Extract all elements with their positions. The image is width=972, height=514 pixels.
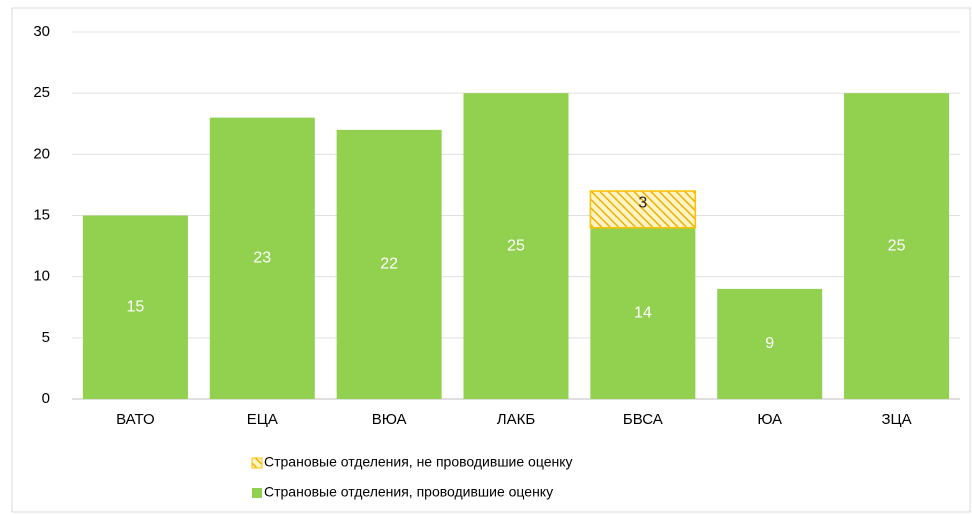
data-label: 23 [253,250,271,267]
x-tick-label: ВЮА [372,411,407,428]
chart-border [11,7,971,513]
x-tick-label: БВСА [623,411,663,428]
y-tick-label: 0 [42,390,50,407]
data-label: 25 [507,237,525,254]
y-tick-label: 30 [33,23,50,40]
x-tick-label: ЮА [757,411,782,428]
legend-swatch [251,457,263,469]
data-label: 14 [634,305,652,322]
legend-label: Страновые отделения, не проводившие оцен… [264,454,573,470]
legend-label: Страновые отделения, проводившие оценку [264,484,553,500]
y-tick-label: 20 [33,145,50,162]
bar-segment [590,227,696,399]
x-tick-label: ЕЦА [247,411,278,428]
legend-swatch [252,488,262,498]
bar-segment [717,288,823,399]
data-label: 22 [380,256,398,273]
x-tick-label: ЗЦА [881,411,911,428]
y-tick-label: 15 [33,206,50,223]
y-tick-label: 10 [33,268,50,285]
bar-segment [209,117,315,399]
data-label: 9 [765,335,774,352]
x-tick-label: ВАТО [116,411,155,428]
y-tick-label: 25 [33,84,50,101]
bar-segment [589,190,697,229]
y-tick-label: 5 [42,329,50,346]
data-label: 25 [888,237,906,254]
bar-segment [463,93,569,400]
data-label: 15 [127,298,145,315]
x-tick-label: ЛАКБ [497,411,536,428]
bar-segment [336,129,442,399]
bar-segment [844,93,950,400]
bar-segment [82,215,188,399]
data-label: 3 [638,195,647,212]
